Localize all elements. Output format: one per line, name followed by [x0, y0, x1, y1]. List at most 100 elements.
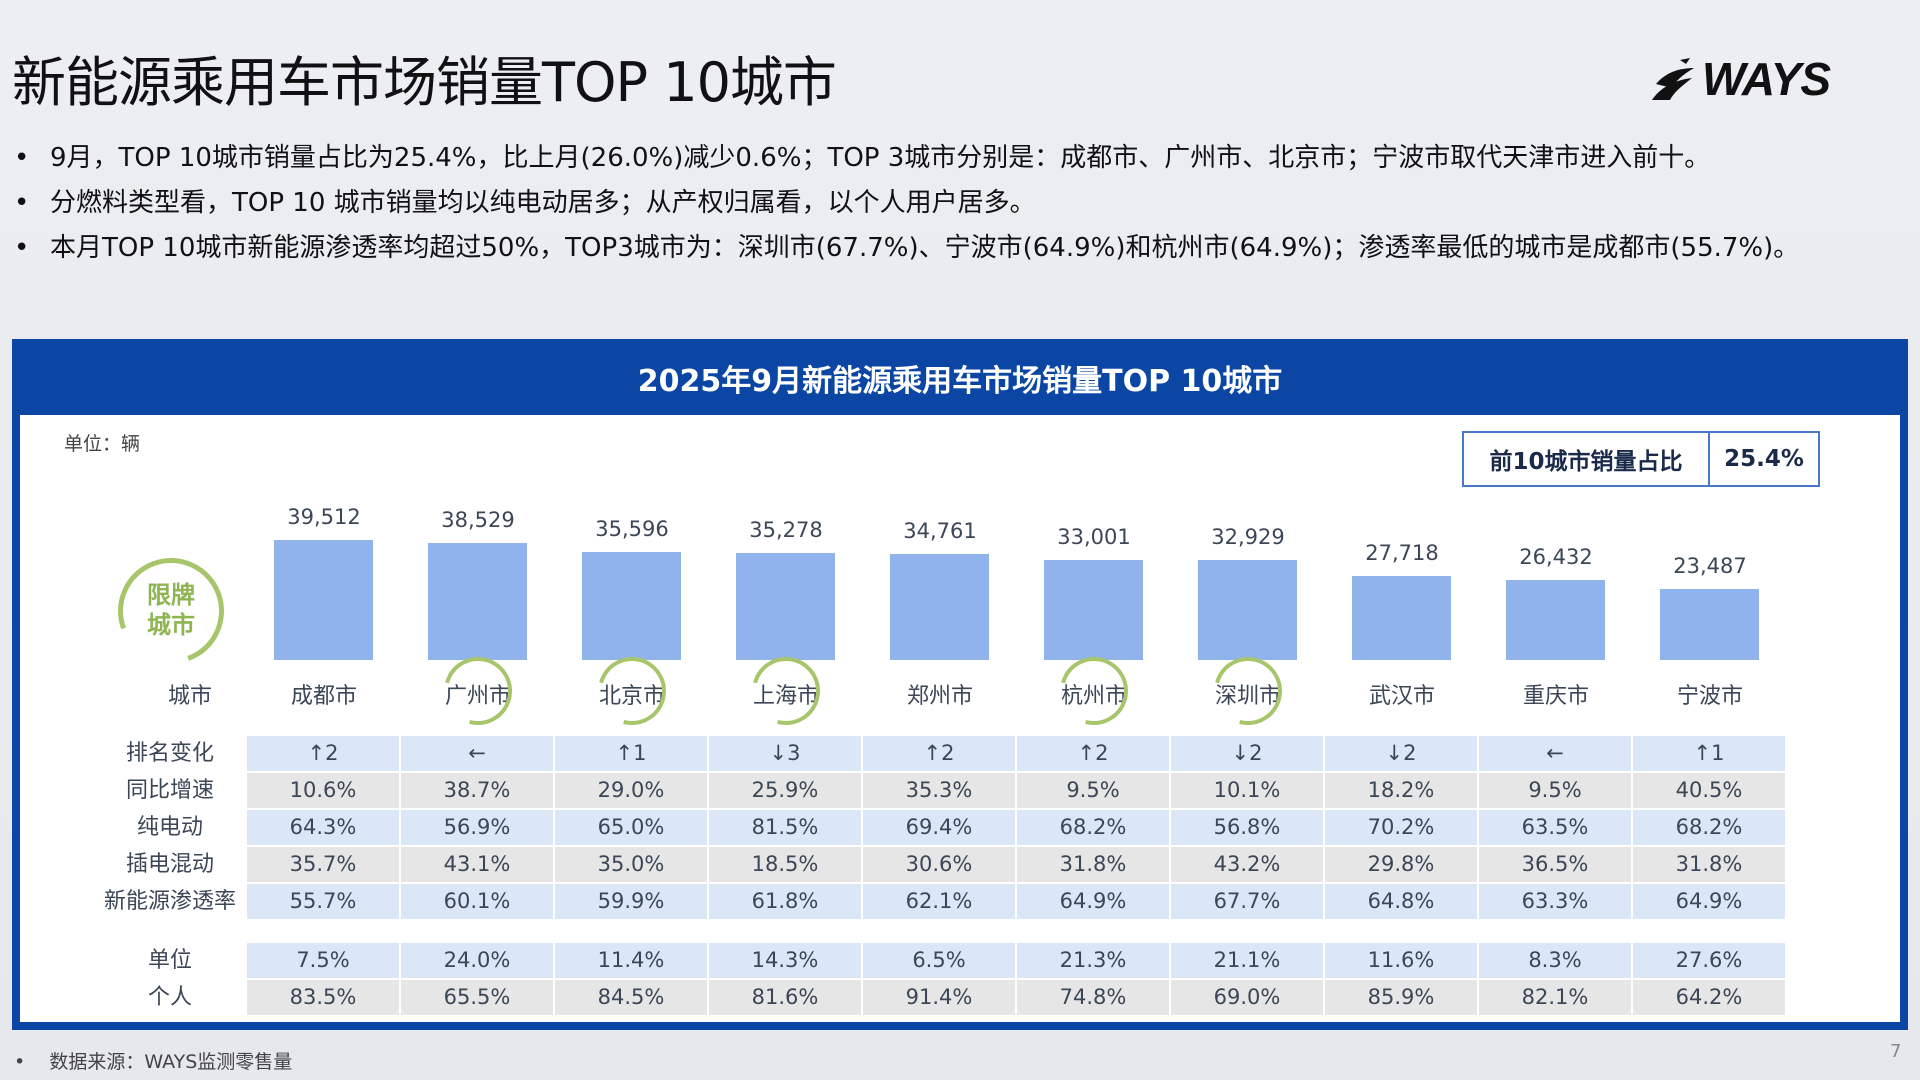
- city-label: 重庆市: [1522, 684, 1589, 709]
- value-label: 34,761: [903, 519, 977, 544]
- table-cell: 40.5%: [1633, 773, 1785, 808]
- table-cell: 43.1%: [401, 847, 553, 882]
- page-number: 7: [1890, 1041, 1902, 1062]
- table-cell: 31.8%: [1017, 847, 1169, 882]
- table-cell: 11.4%: [555, 943, 707, 978]
- table-cell: 62.1%: [863, 884, 1015, 919]
- table-cell: 35.0%: [555, 847, 707, 882]
- bar-杭州市: [1044, 559, 1143, 660]
- table-cell: 74.8%: [1017, 980, 1169, 1015]
- chart-area: 单位：辆 前10城市销量占比 25.4% 限牌 城市 城市 39,512 成都市 3…: [20, 415, 1900, 1022]
- table-cell: 60.1%: [401, 884, 553, 919]
- table-cell: ↑1: [1633, 736, 1785, 771]
- table-cell: 29.0%: [555, 773, 707, 808]
- table-cell: ←: [401, 736, 553, 771]
- table-cell: 18.5%: [709, 847, 861, 882]
- panel-title: 2025年9月新能源乘用车市场销量TOP 10城市: [637, 364, 1283, 399]
- table-cell: 64.2%: [1633, 980, 1785, 1015]
- table-cell: 9.5%: [1479, 773, 1631, 808]
- table-cell: ↓3: [709, 736, 861, 771]
- data-source: • 数据来源：WAYS监测零售量: [14, 1051, 293, 1073]
- table-cell: 56.9%: [401, 810, 553, 845]
- table-cell: 25.9%: [709, 773, 861, 808]
- bar-广州市: [428, 542, 527, 660]
- table-cell: 59.9%: [555, 884, 707, 919]
- bullet-item: 9月，TOP 10城市销量占比为25.4%，比上月(26.0%)减少0.6%；T…: [14, 140, 1799, 185]
- table-cell: 43.2%: [1171, 847, 1323, 882]
- table-cell: 36.5%: [1479, 847, 1631, 882]
- row-label: 纯电动: [136, 815, 203, 840]
- row-label: 单位: [147, 948, 192, 973]
- city-label: 郑州市: [906, 684, 973, 709]
- bar-深圳市: [1198, 559, 1297, 660]
- table-cell: 84.5%: [555, 980, 707, 1015]
- table-cell: 56.8%: [1171, 810, 1323, 845]
- ways-logo-icon: [1652, 58, 1694, 100]
- table-cell: 30.6%: [863, 847, 1015, 882]
- city-label: 武汉市: [1368, 684, 1435, 709]
- value-label: 26,432: [1519, 544, 1593, 569]
- value-label: 23,487: [1673, 553, 1747, 578]
- table-cell: 35.7%: [247, 847, 399, 882]
- table-cell: ←: [1479, 736, 1631, 771]
- table-cell: 82.1%: [1479, 980, 1631, 1015]
- city-label: 杭州市: [1060, 684, 1127, 709]
- table-cell: 24.0%: [401, 943, 553, 978]
- table-cell: 85.9%: [1325, 980, 1477, 1015]
- table-cell: 81.6%: [709, 980, 861, 1015]
- bar-上海市: [736, 552, 835, 660]
- share-label: 前10城市销量占比: [1464, 433, 1710, 485]
- table-cell: 6.5%: [863, 943, 1015, 978]
- row-label: 插电混动: [125, 852, 214, 877]
- value-label: 38,529: [441, 507, 515, 532]
- table-cell: 55.7%: [247, 884, 399, 919]
- table-cell: 35.3%: [863, 773, 1015, 808]
- value-label: 39,512: [287, 505, 361, 529]
- table-cell: 81.5%: [709, 810, 861, 845]
- table-cell: 69.4%: [863, 810, 1015, 845]
- table-cell: ↓2: [1171, 736, 1323, 771]
- row-label: 新能源渗透率: [103, 889, 236, 914]
- table-cell: 18.2%: [1325, 773, 1477, 808]
- summary-bullets: 9月，TOP 10城市销量占比为25.4%，比上月(26.0%)减少0.6%；T…: [14, 140, 1799, 275]
- table-cell: 27.6%: [1633, 943, 1785, 978]
- table-cell: 91.4%: [863, 980, 1015, 1015]
- share-value: 25.4%: [1724, 446, 1804, 472]
- value-label: 32,929: [1211, 524, 1285, 549]
- table-cell: 63.5%: [1479, 810, 1631, 845]
- bullet-item: 分燃料类型看，TOP 10 城市销量均以纯电动居多；从产权归属看，以个人用户居多…: [14, 185, 1799, 230]
- table-cell: ↑1: [555, 736, 707, 771]
- table-cell: 29.8%: [1325, 847, 1477, 882]
- bar-成都市: [274, 540, 373, 660]
- row-label: 同比增速: [125, 778, 214, 803]
- table-cell: 83.5%: [247, 980, 399, 1015]
- value-label: 35,596: [595, 516, 669, 541]
- table-cell: 10.6%: [247, 773, 399, 808]
- page-title: 新能源乘用车市场销量TOP 10城市: [12, 51, 837, 114]
- city-label: 成都市: [290, 684, 357, 709]
- table-cell: 11.6%: [1325, 943, 1477, 978]
- table-cell: 9.5%: [1017, 773, 1169, 808]
- unit-label: 单位：辆: [64, 433, 141, 455]
- city-label: 宁波市: [1676, 684, 1743, 709]
- value-label: 27,718: [1365, 540, 1439, 565]
- restricted-plate-badge: 限牌 城市: [147, 581, 195, 639]
- table-cell: 64.8%: [1325, 884, 1477, 919]
- value-label: 35,278: [749, 517, 823, 542]
- table-cell: 21.1%: [1171, 943, 1323, 978]
- table-cell: 65.5%: [401, 980, 553, 1015]
- city-label: 北京市: [598, 684, 665, 709]
- row-label: 排名变化: [125, 741, 214, 766]
- city-label: 深圳市: [1214, 684, 1281, 709]
- table-cell: 31.8%: [1633, 847, 1785, 882]
- table-cell: ↑2: [247, 736, 399, 771]
- city-label: 上海市: [752, 684, 819, 709]
- value-label: 33,001: [1057, 524, 1131, 549]
- table-cell: 8.3%: [1479, 943, 1631, 978]
- table-cell: 64.9%: [1017, 884, 1169, 919]
- table-cell: 68.2%: [1017, 810, 1169, 845]
- chart-panel: 2025年9月新能源乘用车市场销量TOP 10城市 单位：辆 前10城市销量占比…: [12, 339, 1908, 1030]
- table-cell: 70.2%: [1325, 810, 1477, 845]
- bar-武汉市: [1352, 575, 1451, 660]
- table-cell: 7.5%: [247, 943, 399, 978]
